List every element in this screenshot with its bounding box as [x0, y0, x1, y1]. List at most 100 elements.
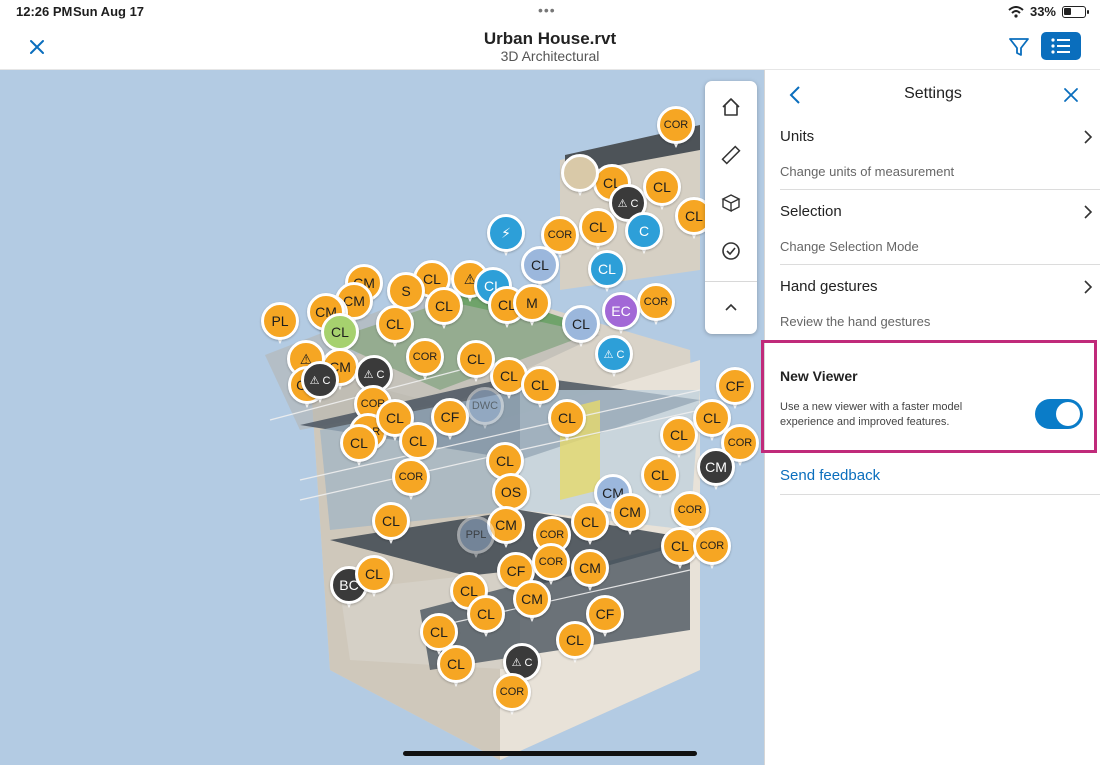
markup-pin[interactable]: PL	[261, 302, 299, 348]
markup-pin-label: CL	[355, 555, 393, 593]
home-button[interactable]	[717, 93, 745, 121]
markup-pin[interactable]: CM	[487, 506, 525, 552]
markup-pin-label: CL	[420, 613, 458, 651]
markup-pin-label: CL	[437, 645, 475, 683]
markup-pin-label: OS	[492, 473, 530, 511]
status-bar: 12:26 PM Sun Aug 17 ••• 33%	[0, 0, 1100, 24]
markup-pin[interactable]: CL	[588, 250, 626, 296]
markup-pin-label: M	[513, 284, 551, 322]
markup-pin[interactable]: CM	[513, 580, 551, 626]
markup-pin-label: CL	[556, 621, 594, 659]
filter-icon[interactable]	[1006, 34, 1032, 60]
model-browser-button[interactable]	[717, 189, 745, 217]
setting-selection-description: Change Selection Mode	[780, 239, 919, 254]
close-icon[interactable]	[24, 34, 50, 60]
divider	[780, 494, 1100, 495]
markup-pin[interactable]: CL	[579, 208, 617, 254]
toolbar-divider	[705, 281, 757, 282]
list-view-button[interactable]	[1041, 32, 1081, 60]
markup-pin[interactable]: PPL	[457, 516, 495, 562]
markup-pin[interactable]: CL	[661, 527, 699, 573]
collapse-toolbar-button[interactable]	[717, 294, 745, 322]
markup-pin[interactable]: CL	[521, 366, 559, 412]
wifi-icon	[1008, 5, 1024, 18]
issues-button[interactable]	[717, 237, 745, 265]
markup-pin-label: CL	[457, 340, 495, 378]
markup-pin[interactable]: ⚠ C	[301, 361, 339, 407]
document-title: Urban House.rvt	[483, 29, 617, 48]
markup-pin[interactable]: CL	[355, 555, 393, 601]
markup-pin[interactable]: CM	[571, 549, 609, 595]
markup-pin[interactable]: COR	[406, 338, 444, 384]
markup-pin[interactable]: CL	[641, 456, 679, 502]
toggle-knob	[1056, 402, 1080, 426]
close-icon[interactable]	[1058, 82, 1084, 108]
markup-pin-label: COR	[637, 283, 675, 321]
send-feedback-link[interactable]: Send feedback	[780, 467, 881, 484]
markup-pin[interactable]: CL	[321, 313, 359, 359]
markup-pin-label: COR	[392, 458, 430, 496]
markup-pin[interactable]: CL	[571, 503, 609, 549]
markup-pin[interactable]: CL	[420, 613, 458, 659]
markup-pin-label: CM	[571, 549, 609, 587]
markup-pin[interactable]: M	[513, 284, 551, 330]
markup-pin[interactable]: EC	[602, 292, 640, 338]
measure-icon	[721, 145, 741, 165]
markup-pin[interactable]: CL	[437, 645, 475, 691]
markup-pin[interactable]: CL	[548, 399, 586, 445]
markup-pin[interactable]: CL	[521, 246, 559, 292]
setting-selection-label: Selection	[780, 203, 842, 220]
markup-pin[interactable]: CL	[457, 340, 495, 386]
markup-pin-label: CL	[660, 416, 698, 454]
markup-pin[interactable]: COR	[637, 283, 675, 329]
measure-button[interactable]	[717, 141, 745, 169]
markup-pin-label: COR	[406, 338, 444, 376]
markup-pin[interactable]: CL	[556, 621, 594, 667]
markup-pin[interactable]: COR	[493, 673, 531, 719]
setting-hand-gestures-label: Hand gestures	[780, 278, 878, 295]
markup-pin[interactable]: COR	[657, 106, 695, 152]
markup-pin[interactable]: CL	[467, 595, 505, 641]
setting-selection[interactable]: Selection Change Selection Mode	[780, 145, 1100, 265]
markup-pin[interactable]: C	[625, 212, 663, 258]
markup-pin[interactable]: COR	[671, 491, 709, 537]
markup-pin[interactable]: DWC	[466, 387, 504, 433]
markup-pin[interactable]: CM	[611, 493, 649, 539]
markup-pin[interactable]: CF	[586, 595, 624, 641]
markup-pin-label: CF	[431, 398, 469, 436]
markup-pin[interactable]: COR	[693, 527, 731, 573]
markup-pin-label: COR	[657, 106, 695, 144]
markup-pin[interactable]: CM	[697, 448, 735, 494]
markup-pin[interactable]: CL	[562, 305, 600, 351]
markup-pin[interactable]: CL	[372, 502, 410, 548]
markup-pin[interactable]: CL	[660, 416, 698, 462]
markup-pin[interactable]: ⚡	[487, 214, 525, 260]
markup-pin-label: CM	[513, 580, 551, 618]
home-indicator[interactable]	[403, 751, 697, 756]
markup-pin[interactable]: S	[387, 272, 425, 318]
markup-pin[interactable]: CF	[431, 398, 469, 444]
battery-icon	[1062, 5, 1089, 18]
markup-pin[interactable]	[561, 154, 599, 200]
home-icon	[722, 98, 740, 116]
markup-pin[interactable]: COR	[392, 458, 430, 504]
chevron-left-icon[interactable]	[783, 82, 809, 108]
markup-pin[interactable]: CL	[425, 287, 463, 333]
markup-pin[interactable]: ⚠ C	[595, 335, 633, 381]
setting-units-description: Change units of measurement	[780, 164, 955, 179]
new-viewer-title: New Viewer	[780, 368, 858, 384]
markup-pin[interactable]: COR	[532, 543, 570, 589]
markup-pin-label: CL	[425, 287, 463, 325]
multitasking-dots-icon[interactable]: •••	[538, 2, 556, 18]
markup-pin[interactable]: CF	[716, 367, 754, 413]
markup-pin-label: C	[625, 212, 663, 250]
markup-pin[interactable]: CL	[643, 168, 681, 214]
markup-pin-label: CL	[321, 313, 359, 351]
new-viewer-toggle[interactable]	[1035, 399, 1083, 429]
markup-pin[interactable]: CL	[340, 424, 378, 470]
setting-units[interactable]: Units Change units of measurement	[780, 70, 1100, 190]
setting-hand-gestures[interactable]: Hand gestures Review the hand gestures	[780, 220, 1100, 335]
markup-pin[interactable]: CL	[376, 305, 414, 351]
